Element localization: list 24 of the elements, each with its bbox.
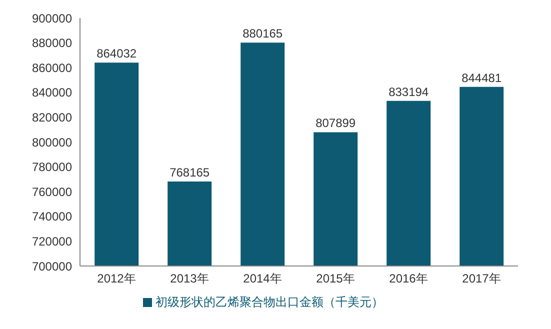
data-label: 880165 xyxy=(242,26,283,41)
y-tick-label: 740000 xyxy=(32,210,72,224)
legend-label: 初级形状的乙烯聚合物出口金额（千美元） xyxy=(156,295,384,309)
x-tick-label: 2016年 xyxy=(389,272,428,286)
data-label: 844481 xyxy=(462,70,502,85)
x-tick-label: 2014年 xyxy=(243,272,282,286)
y-tick-label: 720000 xyxy=(32,234,72,248)
y-tick-label: 800000 xyxy=(32,135,72,150)
x-tick-label: 2015年 xyxy=(316,272,355,286)
y-tick-label: 900000 xyxy=(32,11,72,26)
data-label: 768165 xyxy=(170,165,210,180)
data-label: 833194 xyxy=(388,84,429,99)
x-tick-label: 2013年 xyxy=(170,272,209,286)
y-tick-label: 860000 xyxy=(32,60,72,75)
data-label: 807899 xyxy=(316,116,356,130)
y-tick-label: 880000 xyxy=(32,36,72,50)
y-tick-label: 780000 xyxy=(32,160,72,174)
y-tick-label: 700000 xyxy=(32,259,72,274)
y-tick-label: 820000 xyxy=(32,110,72,124)
x-tick-label: 2017年 xyxy=(462,272,501,286)
y-tick-label: 760000 xyxy=(32,184,72,199)
y-tick-label: 840000 xyxy=(32,86,72,100)
x-tick-label: 2012年 xyxy=(97,272,136,286)
data-label: 864032 xyxy=(96,46,137,61)
